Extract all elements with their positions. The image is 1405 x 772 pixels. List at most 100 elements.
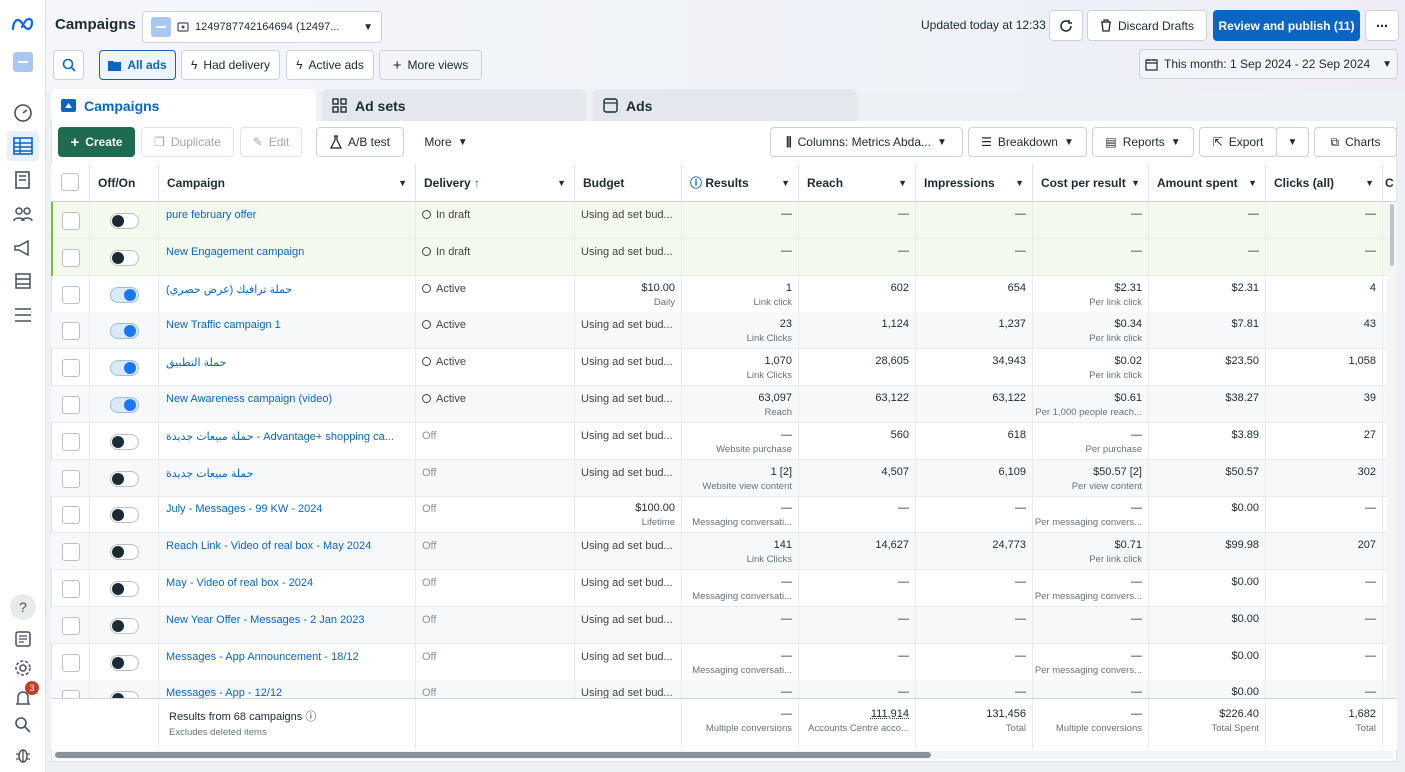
search-button[interactable] (53, 50, 84, 80)
catalog-icon[interactable] (11, 269, 35, 293)
header-clicks[interactable]: Clicks (all) ▼ (1266, 164, 1383, 202)
help-icon[interactable]: ? (10, 594, 36, 620)
header-campaign[interactable]: Campaign ▼ (159, 164, 416, 202)
charts-button[interactable]: ⧉ Charts (1314, 127, 1397, 157)
row-checkbox[interactable] (62, 248, 80, 267)
table-row[interactable]: New Awareness campaign (video) Active Usin… (51, 386, 1387, 423)
table-row[interactable]: New Year Offer - Messages - 2 Jan 2023 Of… (51, 606, 1387, 644)
menu-icon[interactable] (11, 303, 35, 327)
campaign-toggle[interactable] (110, 360, 139, 377)
more-views-button[interactable]: + More views (379, 50, 482, 80)
more-button[interactable]: More ▼ (410, 127, 482, 157)
campaign-toggle[interactable] (110, 249, 139, 266)
tab-ads[interactable]: Ads (593, 89, 857, 122)
header-impressions[interactable]: Impressions ▼ (916, 164, 1033, 202)
megaphone-icon[interactable] (11, 236, 35, 260)
active-ads-view[interactable]: ϟ Active ads (286, 50, 374, 80)
campaign-toggle[interactable] (110, 544, 139, 561)
campaign-name-link[interactable]: New Traffic campaign 1 (159, 312, 416, 350)
campaign-name-link[interactable]: pure february offer (159, 202, 416, 239)
campaign-name-link[interactable]: New Engagement campaign (159, 238, 416, 276)
campaign-toggle[interactable] (110, 654, 139, 671)
campaign-name-link[interactable]: July - Messages - 99 KW - 2024 (159, 496, 416, 534)
horizontal-scrollbar[interactable] (53, 751, 1393, 759)
settings-gear-icon[interactable] (11, 656, 35, 680)
budget-cell[interactable]: Using ad set bud... (575, 349, 682, 387)
duplicate-button[interactable]: ❐ Duplicate (141, 127, 234, 157)
campaign-toggle[interactable] (110, 433, 139, 450)
campaign-toggle[interactable] (110, 213, 139, 229)
header-budget[interactable]: Budget (575, 164, 682, 202)
campaign-toggle[interactable] (110, 397, 139, 413)
scrollbar-thumb[interactable] (55, 752, 931, 758)
budget-cell[interactable]: Using ad set bud... (575, 606, 682, 644)
row-checkbox[interactable] (62, 543, 80, 562)
all-ads-view[interactable]: All ads (99, 50, 176, 80)
campaign-toggle[interactable] (110, 507, 139, 524)
export-options-button[interactable]: ▼ (1276, 127, 1309, 157)
table-row[interactable]: May - Video of real box - 2024 Off Using a… (51, 570, 1387, 607)
campaign-name-link[interactable]: Reach Link - Video of real box - May 202… (159, 533, 416, 571)
header-amount-spent[interactable]: Amount spent ▼ (1149, 164, 1266, 202)
dashboard-gauge-icon[interactable] (11, 101, 35, 125)
budget-cell[interactable]: Using ad set bud... (575, 422, 682, 460)
edit-button[interactable]: ✎ Edit (240, 127, 302, 157)
campaign-toggle[interactable] (110, 470, 139, 487)
more-options-button[interactable]: ⋯ (1365, 10, 1399, 41)
date-range-picker[interactable]: This month: 1 Sep 2024 - 22 Sep 2024 ▼ (1139, 49, 1398, 79)
campaign-name-link[interactable]: New Awareness campaign (video) (159, 386, 416, 423)
row-checkbox[interactable] (62, 469, 80, 488)
header-off-on[interactable]: Off/On (90, 164, 159, 202)
info-icon[interactable]: ⓘ (305, 711, 317, 723)
table-row[interactable]: New Traffic campaign 1 Active Using ad set… (51, 312, 1387, 350)
pages-icon[interactable] (11, 168, 35, 192)
budget-cell[interactable]: $10.00 Daily (575, 275, 682, 313)
campaign-toggle[interactable] (110, 617, 139, 634)
budget-cell[interactable]: $100.00 Lifetime (575, 496, 682, 534)
table-row[interactable]: حملة مبيعات جديدة - Advantage+ shopping … (51, 422, 1387, 460)
budget-cell[interactable]: Using ad set bud... (575, 312, 682, 350)
table-row[interactable]: July - Messages - 99 KW - 2024 Off $100.00… (51, 496, 1387, 534)
row-checkbox[interactable] (62, 285, 80, 304)
budget-cell[interactable]: Using ad set bud... (575, 643, 682, 681)
row-checkbox[interactable] (62, 212, 80, 230)
budget-cell[interactable]: Using ad set bud... (575, 386, 682, 423)
table-row[interactable]: New Engagement campaign In draft Using ad … (51, 238, 1387, 276)
budget-cell[interactable]: Using ad set bud... (575, 459, 682, 497)
select-all-checkbox[interactable] (61, 173, 79, 191)
campaign-toggle[interactable] (110, 581, 139, 597)
table-row[interactable]: حملة مبيعات جديدة Off Using ad set bud... 1… (51, 459, 1387, 497)
row-checkbox[interactable] (62, 580, 80, 598)
account-selector[interactable]: 1249787742164694 (12497... ▼ (142, 11, 382, 43)
campaigns-table-icon[interactable] (7, 131, 39, 161)
campaign-name-link[interactable]: Messages - App Announcement - 18/12 (159, 643, 416, 681)
row-checkbox[interactable] (62, 432, 80, 451)
meta-logo-icon[interactable] (11, 13, 35, 37)
budget-cell[interactable]: Using ad set bud... (575, 238, 682, 276)
table-row[interactable]: حملة ترافيك (عرض حصري) Active $10.00 Daily 1… (51, 275, 1387, 313)
table-row[interactable]: pure february offer In draft Using ad set … (51, 202, 1387, 239)
campaign-name-link[interactable]: New Year Offer - Messages - 2 Jan 2023 (159, 606, 416, 644)
row-checkbox[interactable] (62, 396, 80, 414)
budget-cell[interactable]: Using ad set bud... (575, 202, 682, 239)
row-checkbox[interactable] (62, 616, 80, 635)
tab-campaigns[interactable]: Campaigns (51, 89, 316, 122)
campaign-toggle[interactable] (110, 286, 139, 303)
campaign-name-link[interactable]: حملة مبيعات جديدة - Advantage+ shopping … (159, 422, 416, 460)
scrollbar-thumb[interactable] (1390, 204, 1394, 266)
review-publish-button[interactable]: Review and publish (11) (1213, 10, 1360, 41)
bug-report-icon[interactable] (11, 743, 35, 767)
header-cost-per-result[interactable]: Cost per result ▼ (1033, 164, 1149, 202)
budget-cell[interactable]: Using ad set bud... (575, 570, 682, 607)
table-row[interactable]: Messages - App Announcement - 18/12 Off Us… (51, 643, 1387, 681)
campaign-name-link[interactable]: حملة مبيعات جديدة (159, 459, 416, 497)
columns-button[interactable]: ⫼ Columns: Metrics Abda... ▼ (770, 127, 963, 157)
reports-button[interactable]: ▤ Reports ▼ (1092, 127, 1194, 157)
table-row[interactable]: Reach Link - Video of real box - May 202… (51, 533, 1387, 571)
row-checkbox[interactable] (62, 359, 80, 378)
campaign-toggle[interactable] (110, 323, 139, 340)
breakdown-button[interactable]: ☰ Breakdown ▼ (968, 127, 1087, 157)
had-delivery-view[interactable]: ϟ Had delivery (181, 50, 280, 80)
tab-ad-sets[interactable]: Ad sets (322, 89, 586, 122)
header-reach[interactable]: Reach ▼ (799, 164, 916, 202)
